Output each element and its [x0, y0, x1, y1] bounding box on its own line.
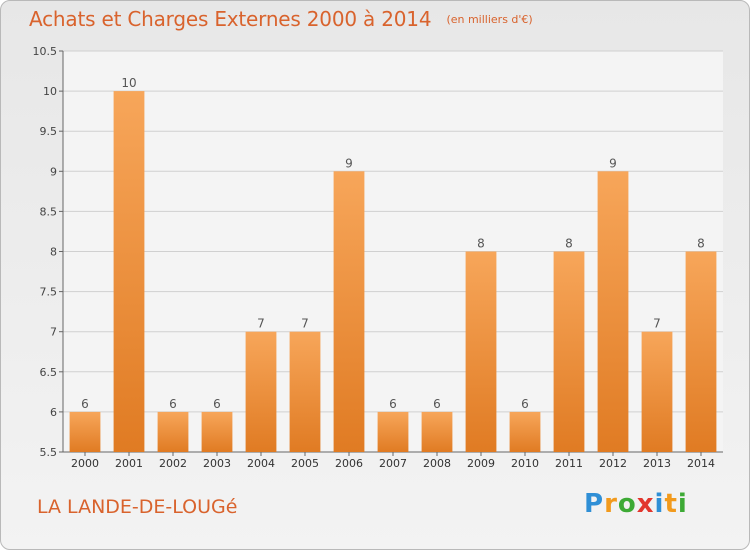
data-label: 6 [81, 397, 89, 411]
chart-title: Achats et Charges Externes 2000 à 2014 [29, 7, 432, 31]
bar [157, 411, 189, 452]
bar [377, 411, 409, 452]
x-tick-label: 2012 [599, 457, 627, 470]
x-tick-label: 2003 [203, 457, 231, 470]
data-label: 6 [389, 397, 397, 411]
proxiti-logo[interactable]: Proxiti [584, 489, 688, 519]
y-tick-label: 9 [50, 165, 57, 178]
data-label: 7 [653, 317, 661, 331]
data-label: 6 [169, 397, 177, 411]
data-label: 6 [521, 397, 529, 411]
x-tick-label: 2008 [423, 457, 451, 470]
bar [641, 331, 673, 452]
logo-letter: P [584, 489, 605, 519]
data-label: 7 [257, 317, 265, 331]
x-tick-label: 2006 [335, 457, 363, 470]
x-tick-label: 2011 [555, 457, 583, 470]
bar [201, 411, 233, 452]
bar [553, 251, 585, 452]
y-tick-label: 7 [50, 326, 57, 339]
x-tick-label: 2005 [291, 457, 319, 470]
bar [421, 411, 453, 452]
logo-letter: r [604, 489, 618, 519]
data-label: 9 [345, 156, 353, 170]
commune-name: LA LANDE-DE-LOUGé [37, 496, 238, 518]
data-label: 8 [697, 237, 705, 251]
bar [465, 251, 497, 452]
x-tick-label: 2004 [247, 457, 275, 470]
logo-letter: i [677, 489, 688, 519]
y-tick-label: 9.5 [40, 125, 58, 138]
bar [289, 331, 321, 452]
x-tick-label: 2014 [687, 457, 715, 470]
x-tick-label: 2009 [467, 457, 495, 470]
x-tick-label: 2013 [643, 457, 671, 470]
data-label: 9 [609, 156, 617, 170]
bar [69, 411, 101, 452]
y-tick-label: 8.5 [40, 205, 58, 218]
data-label: 10 [121, 76, 136, 90]
x-tick-label: 2002 [159, 457, 187, 470]
y-tick-label: 10.5 [33, 45, 58, 58]
y-tick-label: 10 [43, 85, 57, 98]
logo-letter: x [636, 489, 655, 519]
data-label: 8 [477, 237, 485, 251]
y-tick-label: 7.5 [40, 286, 58, 299]
x-tick-label: 2007 [379, 457, 407, 470]
logo-letter: i [654, 489, 665, 519]
y-tick-label: 6 [50, 406, 57, 419]
x-tick-label: 2001 [115, 457, 143, 470]
y-tick-label: 6.5 [40, 366, 58, 379]
chart-subtitle: (en milliers d'€) [446, 13, 533, 26]
bar [685, 251, 717, 452]
logo-letter: o [617, 489, 637, 519]
bar [245, 331, 277, 452]
x-tick-label: 2000 [71, 457, 99, 470]
data-label: 8 [565, 237, 573, 251]
bar [113, 91, 145, 452]
x-tick-label: 2010 [511, 457, 539, 470]
bar [509, 411, 541, 452]
y-tick-label: 5.5 [40, 446, 58, 459]
data-label: 7 [301, 317, 309, 331]
y-tick-label: 8 [50, 246, 57, 259]
bar [333, 171, 365, 453]
chart-title-row: Achats et Charges Externes 2000 à 2014 (… [29, 7, 533, 31]
data-label: 6 [213, 397, 221, 411]
bar [597, 171, 629, 453]
data-label: 6 [433, 397, 441, 411]
logo-letter: t [664, 489, 678, 519]
